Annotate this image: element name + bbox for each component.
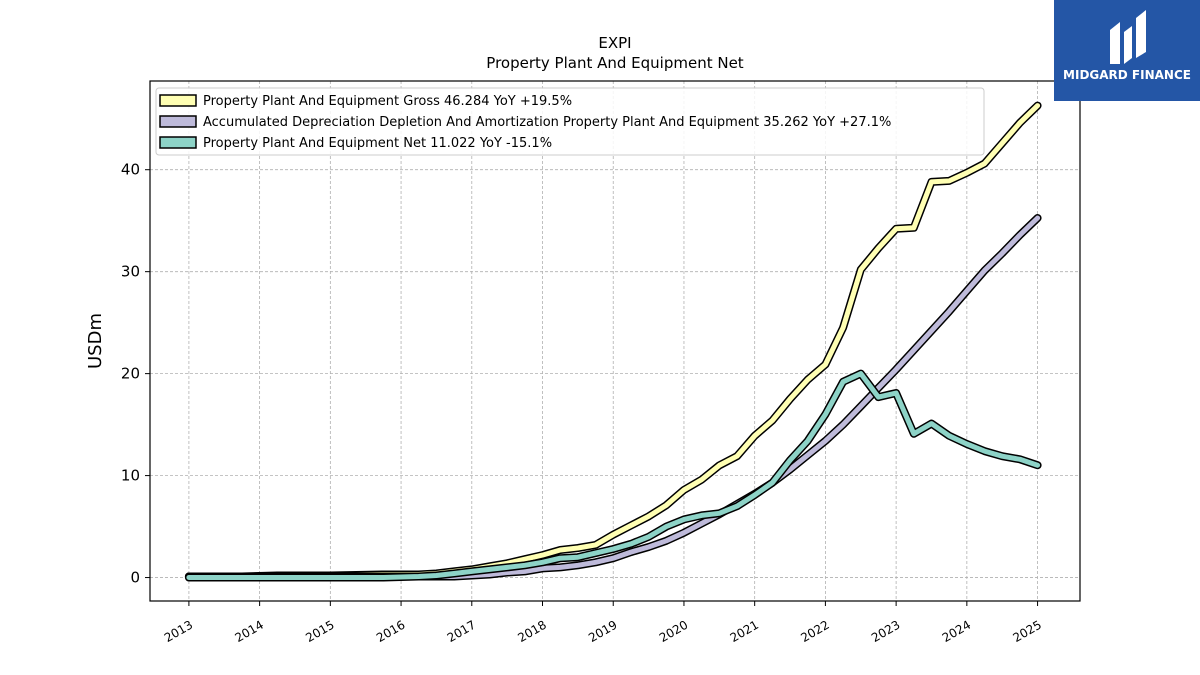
y-tick-label: 20: [121, 365, 140, 383]
legend-swatch: [159, 115, 197, 128]
legend-label: Property Plant And Equipment Net 11.022 …: [203, 136, 552, 151]
brand-name: MIDGARD FINANCE: [1063, 68, 1191, 82]
x-tick-label: 2025: [1010, 618, 1043, 645]
brand-logo: MIDGARD FINANCE: [1054, 0, 1200, 101]
x-tick-label: 2022: [798, 618, 831, 645]
y-axis-label: USDm: [85, 313, 106, 369]
chart-subtitle: Property Plant And Equipment Net: [486, 54, 743, 72]
y-tick-label: 30: [121, 263, 140, 281]
grid: [150, 81, 1080, 601]
x-tick-label: 2017: [445, 618, 478, 645]
legend-swatch: [159, 94, 197, 107]
x-tick-label: 2018: [515, 618, 548, 645]
y-tick-label: 0: [130, 569, 140, 587]
plot-frame: [149, 80, 1081, 602]
legend: Property Plant And Equipment Gross 46.28…: [155, 87, 985, 156]
x-tick-label: 2020: [657, 618, 690, 645]
chart-title: EXPI: [598, 34, 631, 52]
y-tick-label: 10: [121, 467, 140, 485]
series-3-line: [186, 371, 1041, 580]
x-tick-label: 2023: [869, 618, 902, 645]
y-tick-label: 40: [121, 161, 140, 179]
series-lines: [184, 101, 1042, 582]
legend-swatch: [159, 136, 197, 149]
x-tick-label: 2013: [162, 618, 195, 645]
brand-mark-icon: [1110, 10, 1146, 64]
legend-label: Accumulated Depreciation Depletion And A…: [203, 115, 891, 130]
x-tick-label: 2016: [374, 618, 407, 645]
x-tick-label: 2021: [728, 618, 761, 645]
legend-box: [155, 87, 985, 156]
x-tick-label: 2024: [940, 618, 973, 645]
x-tick-label: 2014: [233, 618, 266, 645]
x-tick-label: 2019: [586, 618, 619, 645]
x-tick-label: 2015: [303, 618, 336, 645]
legend-label: Property Plant And Equipment Gross 46.28…: [203, 94, 572, 109]
